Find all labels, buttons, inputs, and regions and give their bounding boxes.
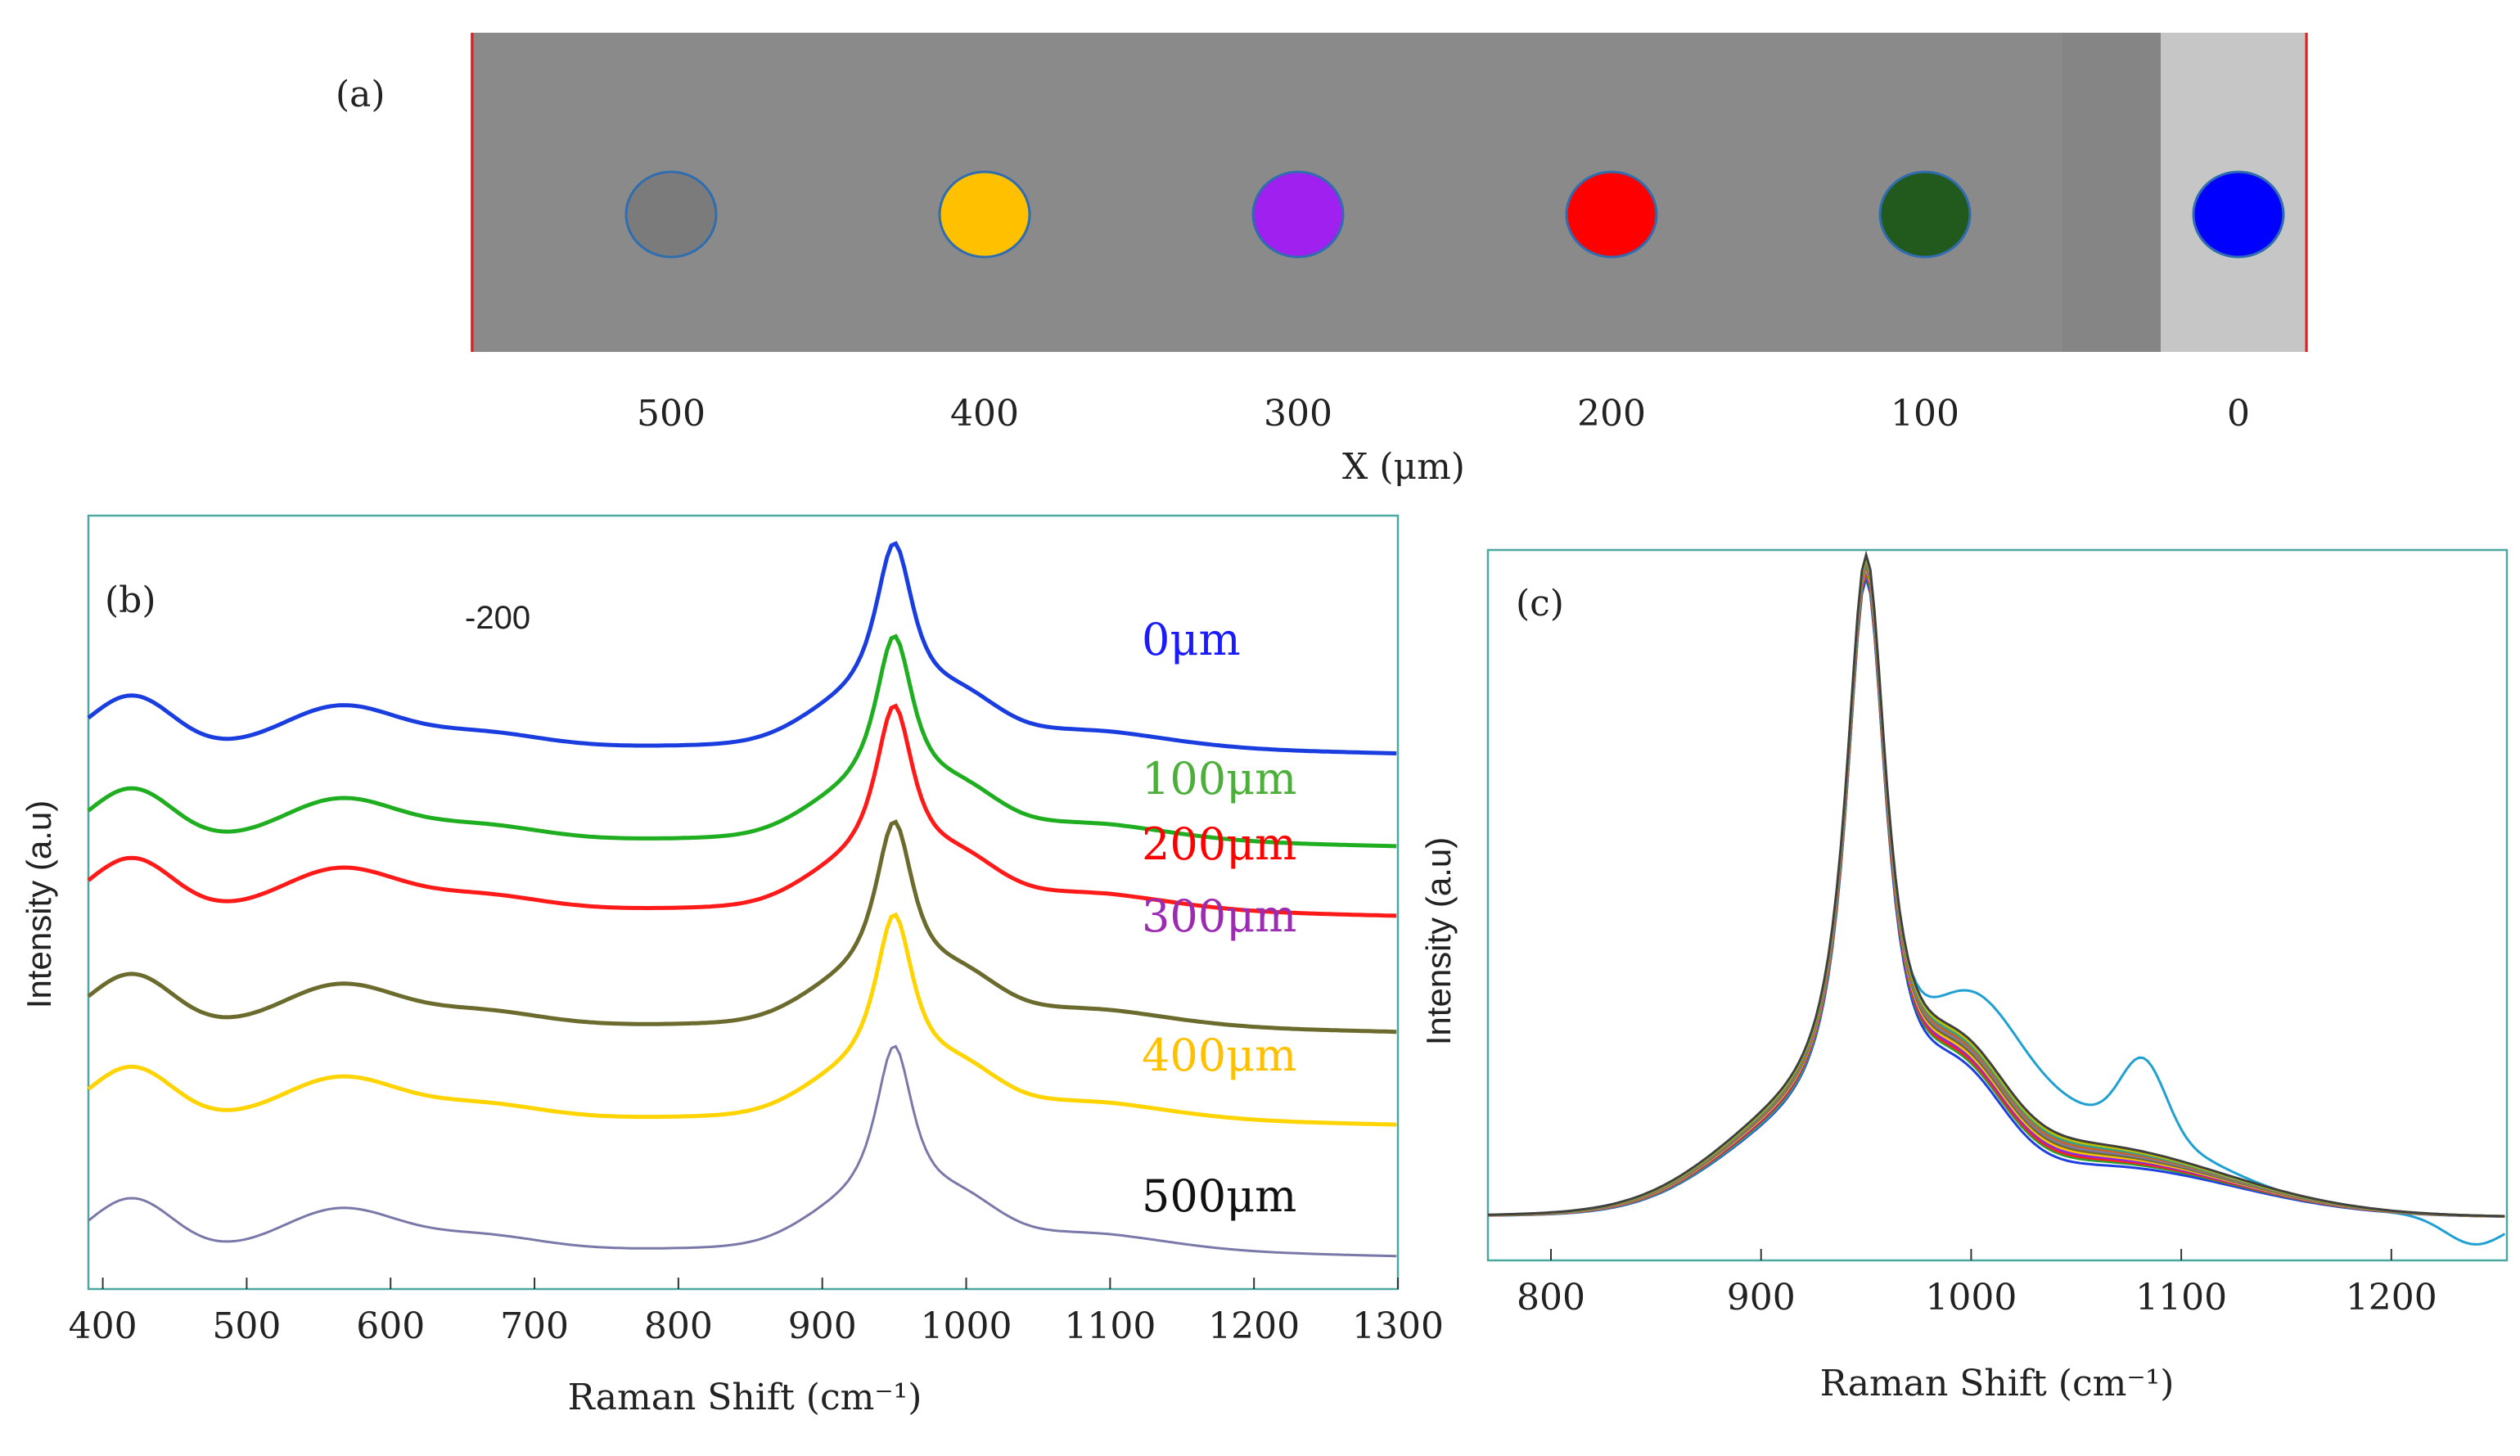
- x-tick-b-900: 900: [788, 1305, 857, 1347]
- series-line-b-0μm: [87, 540, 1397, 755]
- panel-a: (a) 500 400 300 200 100 0 X (μm): [336, 33, 2308, 488]
- x-tick-a-400: 400: [950, 393, 1019, 435]
- x-axis-label-a: X (μm): [1342, 446, 1465, 488]
- x-tick-b-400: 400: [69, 1305, 137, 1347]
- x-tick-a-300: 300: [1264, 393, 1332, 435]
- panel-c: (c) 800 900 1000 1100 1200 Raman Shift (cm⁻¹…: [1419, 548, 2509, 1404]
- x-axis-ticks-b: 400 500 600 700 800 900 1000 1100 1200 1300: [69, 1278, 1444, 1347]
- series-lines-c: [1487, 550, 2506, 1246]
- x-tick-b-1300: 1300: [1352, 1305, 1444, 1347]
- x-tick-c-1200: 1200: [2346, 1277, 2437, 1319]
- y-axis-label-b: Intensity (a.u): [20, 800, 58, 1008]
- x-tick-b-600: 600: [356, 1305, 425, 1347]
- x-tick-a-100: 100: [1891, 393, 1959, 435]
- marker-200um: [1565, 170, 1658, 259]
- series-line-b-500μm: [88, 1044, 1397, 1258]
- x-tick-b-1200: 1200: [1208, 1305, 1300, 1347]
- marker-100um: [1878, 170, 1972, 259]
- panel-b-label: (b): [105, 579, 156, 621]
- x-tick-c-1000: 1000: [1925, 1277, 2017, 1319]
- series-label-b-100μm: 100μm: [1142, 753, 1296, 805]
- series-label-b-400μm: 400μm: [1142, 1030, 1296, 1081]
- x-axis-ticks-a: 500 400 300 200 100 0: [637, 393, 2250, 435]
- series-label-b-200μm: 200μm: [1142, 818, 1296, 870]
- sample-image: [471, 33, 2308, 352]
- series-label-b-500μm: 500μm: [1142, 1170, 1296, 1222]
- x-axis-ticks-c: 800 900 1000 1100 1200: [1517, 1249, 2437, 1319]
- x-tick-a-0: 0: [2227, 393, 2250, 435]
- y-axis-label-c: Intensity (a.u): [1419, 837, 1458, 1045]
- marker-400um: [938, 170, 1031, 259]
- x-tick-c-800: 800: [1517, 1277, 1585, 1319]
- panel-c-label: (c): [1516, 583, 1564, 624]
- series-line-b-100μm: [87, 633, 1397, 849]
- series-label-b-300μm: 300μm: [1142, 890, 1296, 942]
- series-line-b-300μm: [87, 819, 1397, 1035]
- annotation-b: -200: [465, 600, 530, 636]
- x-tick-b-700: 700: [500, 1305, 569, 1347]
- x-axis-label-c: Raman Shift (cm⁻¹): [1820, 1363, 2175, 1404]
- series-line-b-200μm: [87, 703, 1397, 918]
- series-line-b-400μm: [87, 912, 1397, 1127]
- position-markers: [624, 170, 2285, 259]
- x-tick-c-1100: 1100: [2135, 1277, 2227, 1319]
- series-line-c-11: [1487, 550, 2505, 1218]
- plot-frame-c: [1486, 548, 2509, 1262]
- x-tick-b-500: 500: [212, 1305, 281, 1347]
- marker-300um: [1251, 170, 1345, 259]
- panel-b: (b) -200 0μm 100μm 200μm 300μm 400μm 500μm 40…: [20, 514, 1444, 1418]
- marker-500um: [624, 170, 718, 259]
- x-tick-b-1100: 1100: [1064, 1305, 1156, 1347]
- panel-a-label: (a): [336, 74, 385, 115]
- sample-edge-shadow: [2062, 33, 2161, 352]
- series-lines-b: [87, 540, 1397, 1258]
- series-label-b-0μm: 0μm: [1142, 614, 1241, 665]
- x-tick-b-1000: 1000: [921, 1305, 1012, 1347]
- marker-0um: [2192, 170, 2285, 259]
- x-tick-a-200: 200: [1577, 393, 1646, 435]
- x-tick-b-800: 800: [644, 1305, 713, 1347]
- series-labels-b: 0μm 100μm 200μm 300μm 400μm 500μm: [1142, 614, 1296, 1222]
- x-tick-a-500: 500: [637, 393, 706, 435]
- x-axis-label-b: Raman Shift (cm⁻¹): [568, 1377, 922, 1418]
- x-tick-c-900: 900: [1727, 1277, 1796, 1319]
